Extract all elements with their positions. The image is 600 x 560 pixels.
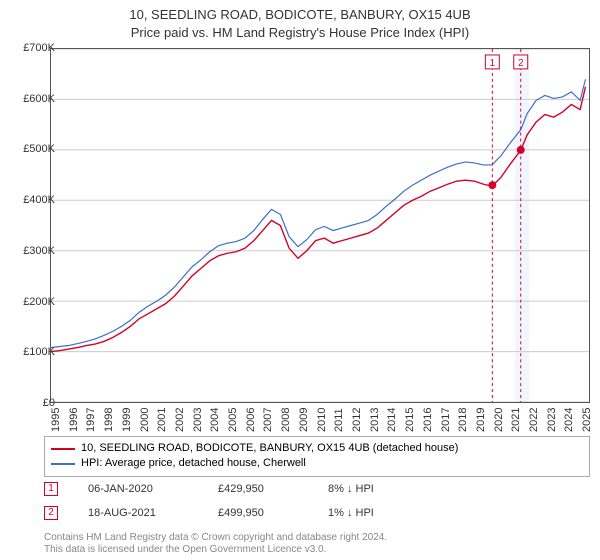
x-tick-label: 2004: [209, 408, 221, 432]
chart-container: 10, SEEDLING ROAD, BODICOTE, BANBURY, OX…: [0, 0, 600, 560]
legend-swatch-hpi: [51, 463, 75, 465]
x-tick-label: 2003: [192, 408, 204, 432]
x-tick-label: 2001: [156, 408, 168, 432]
x-tick-label: 2007: [262, 408, 274, 432]
x-tick-label: 1996: [68, 408, 80, 432]
svg-text:1: 1: [490, 58, 496, 69]
x-tick-label: 2014: [386, 408, 398, 432]
sale-1-price: £429,950: [218, 483, 298, 495]
x-tick-label: 1998: [103, 408, 115, 432]
legend-swatch-property: [51, 448, 75, 450]
x-tick-label: 2018: [457, 408, 469, 432]
sale-marker-1-idx: 1: [48, 484, 54, 494]
x-tick-label: 2025: [581, 408, 593, 432]
y-tick-label: £500K: [23, 143, 55, 155]
x-tick-label: 1997: [85, 408, 97, 432]
sale-1-delta: 8% ↓ HPI: [328, 483, 374, 495]
x-tick-label: 2023: [546, 408, 558, 432]
title-block: 10, SEEDLING ROAD, BODICOTE, BANBURY, OX…: [0, 0, 600, 41]
x-tick-label: 2009: [298, 408, 310, 432]
legend-row-property: 10, SEEDLING ROAD, BODICOTE, BANBURY, OX…: [51, 441, 583, 456]
legend: 10, SEEDLING ROAD, BODICOTE, BANBURY, OX…: [44, 436, 590, 477]
x-tick-label: 2015: [404, 408, 416, 432]
x-tick-label: 2019: [475, 408, 487, 432]
y-tick-label: £200K: [23, 296, 55, 308]
sale-2-delta: 1% ↓ HPI: [328, 507, 374, 519]
sale-2-date: 18-AUG-2021: [88, 507, 188, 519]
footnote: Contains HM Land Registry data © Crown c…: [44, 532, 387, 556]
title-line-1: 10, SEEDLING ROAD, BODICOTE, BANBURY, OX…: [0, 6, 600, 24]
x-tick-label: 2011: [333, 408, 345, 432]
x-tick-label: 2013: [369, 408, 381, 432]
x-tick-label: 1999: [121, 408, 133, 432]
x-tick-label: 2008: [280, 408, 292, 432]
x-tick-label: 2012: [351, 408, 363, 432]
x-tick-label: 2006: [245, 408, 257, 432]
x-tick-label: 2000: [139, 408, 151, 432]
sale-marker-1: 1: [44, 482, 58, 496]
sale-row-1: 1 06-JAN-2020 £429,950 8% ↓ HPI: [44, 482, 374, 496]
plot-area: 12: [50, 48, 590, 403]
x-tick-label: 2021: [510, 408, 522, 432]
x-tick-label: 2002: [174, 408, 186, 432]
legend-label-property: 10, SEEDLING ROAD, BODICOTE, BANBURY, OX…: [81, 441, 458, 456]
x-tick-label: 2022: [528, 408, 540, 432]
sale-2-price: £499,950: [218, 507, 298, 519]
x-tick-label: 2005: [227, 408, 239, 432]
sale-1-date: 06-JAN-2020: [88, 483, 188, 495]
x-tick-label: 2016: [422, 408, 434, 432]
legend-label-hpi: HPI: Average price, detached house, Cher…: [81, 456, 306, 471]
x-tick-label: 2010: [316, 408, 328, 432]
y-tick-label: £600K: [23, 93, 55, 105]
y-tick-label: £100K: [23, 346, 55, 358]
x-tick-label: 2017: [440, 408, 452, 432]
footnote-line-1: Contains HM Land Registry data © Crown c…: [44, 532, 387, 544]
footnote-line-2: This data is licensed under the Open Gov…: [44, 544, 387, 556]
sale-marker-2-idx: 2: [48, 508, 54, 518]
y-tick-label: £300K: [23, 245, 55, 257]
svg-text:2: 2: [518, 58, 524, 69]
sale-row-2: 2 18-AUG-2021 £499,950 1% ↓ HPI: [44, 506, 374, 520]
y-tick-label: £400K: [23, 194, 55, 206]
x-tick-label: 2024: [563, 408, 575, 432]
sale-marker-2: 2: [44, 506, 58, 520]
title-line-2: Price paid vs. HM Land Registry's House …: [0, 24, 600, 42]
y-tick-label: £700K: [23, 42, 55, 54]
x-tick-label: 1995: [50, 408, 62, 432]
legend-row-hpi: HPI: Average price, detached house, Cher…: [51, 456, 583, 471]
x-tick-label: 2020: [493, 408, 505, 432]
plot-svg: 12: [51, 49, 589, 402]
